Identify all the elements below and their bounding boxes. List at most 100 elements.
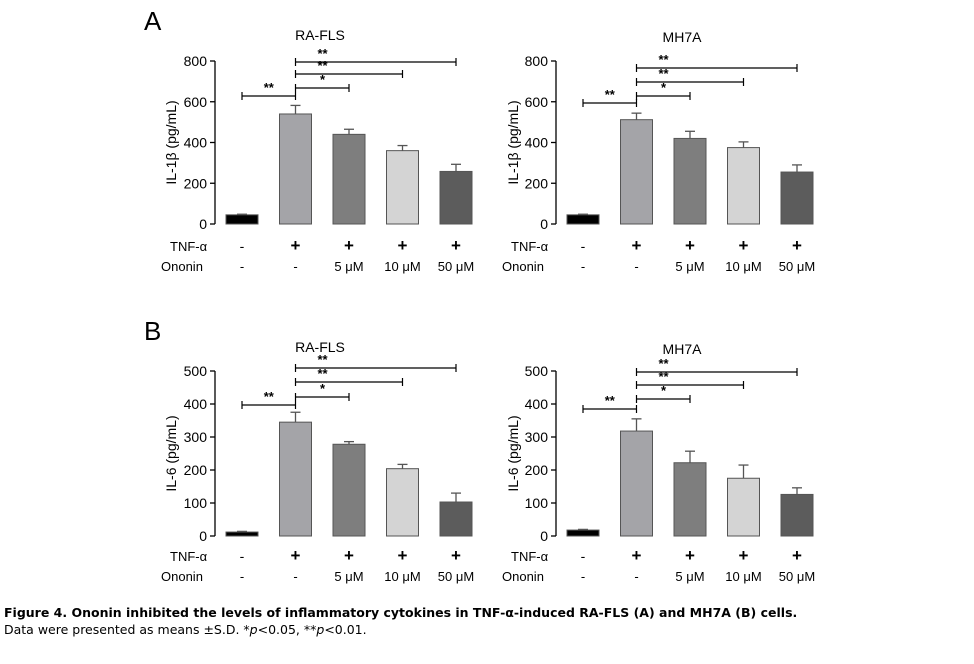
- tnf-marker: +: [451, 546, 461, 565]
- tnf-row-label: TNF-α: [170, 239, 208, 254]
- ononin-marker: 10 μM: [725, 259, 761, 274]
- y-axis-label: IL-1β (pg/mL): [505, 100, 521, 184]
- ononin-marker: 50 μM: [438, 259, 474, 274]
- y-tick-label: 800: [184, 53, 208, 69]
- tnf-marker: +: [685, 546, 695, 565]
- ononin-marker: -: [581, 569, 585, 584]
- y-tick-label: 400: [525, 135, 549, 151]
- bar: [225, 214, 259, 225]
- caption-text-3: <0.01.: [324, 622, 367, 637]
- significance-label: **: [317, 46, 328, 61]
- panel-label-b: B: [144, 316, 161, 346]
- chart-title: MH7A: [663, 29, 703, 45]
- bar: [279, 421, 312, 537]
- tnf-row-label: TNF-α: [511, 239, 549, 254]
- bar: [727, 477, 760, 537]
- bar: [727, 147, 760, 225]
- ononin-row-label: Ononin: [502, 259, 544, 274]
- figure-canvas: A B RA-FLS 0 200 400 600 800 IL-1β (pg/mL) - - + -…: [144, 6, 815, 584]
- ononin-row-label: Ononin: [161, 259, 203, 274]
- y-tick-label: 200: [525, 175, 549, 191]
- chart-1: RA-FLS 0 200 400 600 800 IL-1β (pg/mL) - - + - +5 μ…: [161, 27, 474, 274]
- y-tick-label: 0: [199, 528, 207, 544]
- ononin-marker: 50 μM: [779, 259, 815, 274]
- y-tick-label: 500: [525, 363, 549, 379]
- tnf-marker: +: [398, 236, 408, 255]
- y-tick-label: 800: [525, 53, 549, 69]
- ononin-marker: -: [240, 569, 244, 584]
- tnf-marker: +: [291, 546, 301, 565]
- bar: [386, 468, 419, 537]
- ononin-marker: 10 μM: [384, 569, 420, 584]
- caption-text-1: Data were presented as means ±S.D. *: [4, 622, 250, 637]
- y-tick-label: 0: [540, 528, 548, 544]
- chart-title: RA-FLS: [295, 27, 345, 43]
- bar: [673, 462, 707, 537]
- y-axis-label: IL-1β (pg/mL): [163, 100, 179, 184]
- bar: [225, 531, 259, 537]
- tnf-marker: -: [240, 238, 245, 254]
- y-tick-label: 600: [525, 94, 549, 110]
- bar: [566, 529, 600, 537]
- significance-label: **: [605, 393, 616, 408]
- tnf-marker: +: [344, 546, 354, 565]
- tnf-row-label: TNF-α: [170, 549, 208, 564]
- significance-label: *: [661, 383, 667, 398]
- y-axis-label: IL-6 (pg/mL): [505, 415, 521, 491]
- significance-label: **: [658, 66, 669, 81]
- tnf-marker: +: [632, 236, 642, 255]
- y-tick-label: 600: [184, 94, 208, 110]
- ononin-marker: -: [293, 259, 297, 274]
- significance-label: **: [658, 52, 669, 67]
- figure-caption: Figure 4. Ononin inhibited the levels of…: [4, 604, 970, 638]
- ononin-marker: -: [634, 259, 638, 274]
- bar: [673, 137, 707, 225]
- chart-3: RA-FLS 0 100 200 300 400 500 IL-6 (pg/mL) - - + - +5…: [161, 339, 474, 584]
- y-tick-label: 0: [540, 216, 548, 232]
- tnf-marker: -: [240, 548, 245, 564]
- significance-label: **: [264, 389, 275, 404]
- bar: [332, 133, 366, 225]
- tnf-marker: +: [451, 236, 461, 255]
- y-tick-label: 200: [184, 462, 208, 478]
- tnf-marker: +: [291, 236, 301, 255]
- y-tick-label: 0: [199, 216, 207, 232]
- significance-label: **: [317, 58, 328, 73]
- tnf-marker: -: [581, 238, 586, 254]
- bar: [620, 430, 653, 537]
- significance-label: **: [658, 356, 669, 371]
- caption-p-2: p: [316, 622, 325, 637]
- ononin-marker: 50 μM: [779, 569, 815, 584]
- y-tick-label: 100: [184, 495, 208, 511]
- y-tick-label: 200: [525, 462, 549, 478]
- chart-title: RA-FLS: [295, 339, 345, 355]
- bar: [620, 119, 653, 225]
- y-tick-label: 200: [184, 175, 208, 191]
- y-tick-label: 300: [184, 429, 208, 445]
- tnf-marker: +: [344, 236, 354, 255]
- bar: [439, 501, 473, 537]
- ononin-marker: 5 μM: [334, 259, 363, 274]
- caption-title: Figure 4. Ononin inhibited the levels of…: [4, 605, 798, 620]
- panel-label-a: A: [144, 6, 162, 36]
- ononin-marker: 5 μM: [675, 259, 704, 274]
- bar: [780, 493, 814, 537]
- significance-label: *: [320, 72, 326, 87]
- tnf-marker: -: [581, 548, 586, 564]
- bar: [332, 443, 366, 537]
- tnf-marker: +: [685, 236, 695, 255]
- ononin-marker: 10 μM: [725, 569, 761, 584]
- charts-group: RA-FLS 0 200 400 600 800 IL-1β (pg/mL) - - + - +5 μ…: [161, 27, 815, 584]
- y-tick-label: 400: [184, 396, 208, 412]
- significance-label: *: [320, 381, 326, 396]
- ononin-marker: -: [581, 259, 585, 274]
- y-tick-label: 300: [525, 429, 549, 445]
- chart-title: MH7A: [663, 341, 703, 357]
- significance-label: **: [264, 80, 275, 95]
- tnf-marker: +: [792, 546, 802, 565]
- tnf-marker: +: [739, 236, 749, 255]
- tnf-marker: +: [792, 236, 802, 255]
- ononin-marker: -: [293, 569, 297, 584]
- significance-label: **: [317, 366, 328, 381]
- significance-label: **: [317, 352, 328, 367]
